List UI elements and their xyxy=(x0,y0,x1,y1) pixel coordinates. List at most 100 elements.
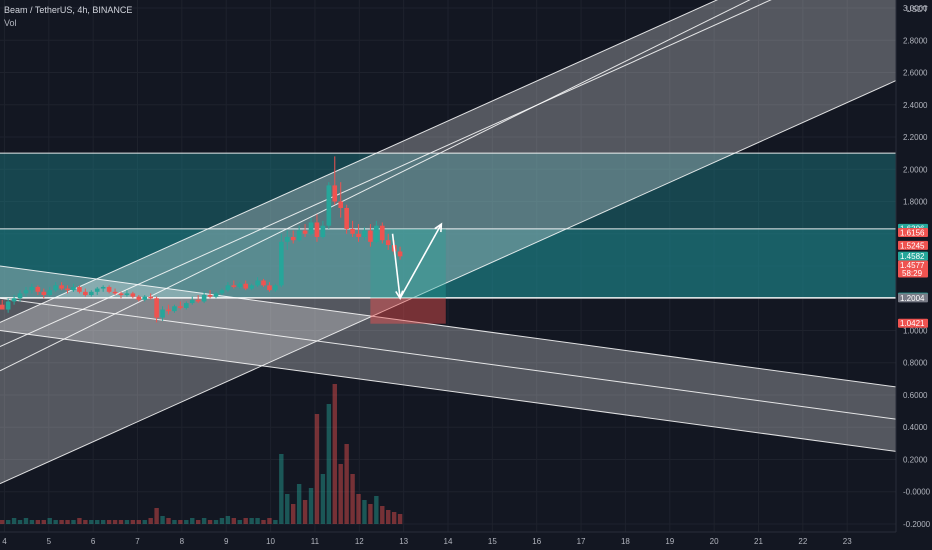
x-tick-label: 17 xyxy=(577,537,586,546)
candle-body xyxy=(344,207,349,229)
volume-bar xyxy=(314,414,320,524)
y-tick-label: 1.8000 xyxy=(903,198,928,207)
candle-body xyxy=(166,309,171,312)
volume-bar xyxy=(11,518,17,524)
volume-bar xyxy=(195,520,201,524)
candle-body xyxy=(106,286,112,292)
volume-bar xyxy=(332,384,337,524)
channel-line xyxy=(0,329,897,452)
volume-bar xyxy=(71,520,76,524)
y-tick-label: -0.2000 xyxy=(903,520,931,529)
candle-body xyxy=(255,280,260,286)
volume-bar xyxy=(89,520,94,524)
candle-body xyxy=(231,285,237,287)
price-badge xyxy=(898,260,928,278)
volume-bar xyxy=(95,520,100,524)
volume-bar xyxy=(148,518,153,524)
candle-body xyxy=(100,286,106,289)
y-tick-label: 0.6000 xyxy=(903,391,928,400)
x-tick-label: 16 xyxy=(532,537,541,546)
volume-bar xyxy=(243,518,248,524)
candle-body xyxy=(118,293,124,296)
volume-bar xyxy=(47,518,52,524)
projection-arrow xyxy=(399,223,443,299)
x-tick-label: 18 xyxy=(621,537,630,546)
candle-body xyxy=(65,288,70,291)
volume-bar xyxy=(106,520,112,524)
price-badge xyxy=(898,227,928,237)
candle-body xyxy=(237,283,243,287)
volume-bar xyxy=(59,520,64,524)
volume-bar xyxy=(77,518,82,524)
volume-bar xyxy=(41,520,46,524)
candle-body xyxy=(279,241,284,286)
x-tick-label: 23 xyxy=(843,537,852,546)
y-tick-label: 0.4000 xyxy=(903,423,928,432)
candle-body xyxy=(41,291,47,296)
volume-bar xyxy=(213,520,219,524)
y-tick-label: 0.2000 xyxy=(903,455,928,464)
time-axis xyxy=(0,532,932,550)
x-tick-label: 8 xyxy=(180,537,185,546)
candle-body xyxy=(160,309,165,318)
countdown-text: 58:29 xyxy=(902,269,923,278)
candle-body xyxy=(362,230,367,237)
volume-bar xyxy=(231,518,237,524)
price-badge xyxy=(898,240,928,250)
volume-bar xyxy=(338,464,343,524)
volume-bar xyxy=(368,504,373,524)
price-badge-text: 1.5245 xyxy=(900,241,925,250)
channel-line xyxy=(0,297,897,420)
y-tick-label: 2.0000 xyxy=(903,165,928,174)
volume-bar xyxy=(23,518,29,524)
x-tick-label: 10 xyxy=(266,537,275,546)
x-tick-label: 14 xyxy=(444,537,453,546)
candle-body xyxy=(17,293,23,299)
x-tick-label: 19 xyxy=(665,537,674,546)
volume-bar xyxy=(0,520,5,524)
y-tick-label: 1.0000 xyxy=(903,326,928,335)
candle-body xyxy=(136,296,142,300)
channel-line xyxy=(0,265,897,388)
volume-bar xyxy=(172,520,177,524)
volume-bar xyxy=(344,444,349,524)
volume-bar xyxy=(35,520,41,524)
volume-bar xyxy=(279,454,284,524)
candle-body xyxy=(267,285,272,291)
x-tick-label: 7 xyxy=(135,537,140,546)
candle-body xyxy=(53,285,58,291)
candle-body xyxy=(35,286,41,292)
position-target-zone xyxy=(370,228,446,299)
volume-bar xyxy=(267,518,272,524)
candle-body xyxy=(350,228,355,234)
candle-body xyxy=(379,225,385,241)
volume-bar xyxy=(356,494,361,524)
x-tick-label: 9 xyxy=(224,537,229,546)
candle-body xyxy=(47,290,53,296)
candle-body xyxy=(59,285,64,289)
x-tick-label: 21 xyxy=(754,537,763,546)
candle-body xyxy=(29,286,35,291)
currency-label: USDT xyxy=(906,5,928,14)
y-tick-label: 2.2000 xyxy=(903,133,928,142)
volume-bar xyxy=(397,514,403,524)
y-tick-label: -0.0000 xyxy=(903,488,931,497)
symbol-title: Beam / TetherUS, 4h, BINANCE xyxy=(4,5,133,15)
volume-bar xyxy=(154,508,159,524)
candle-body xyxy=(184,303,189,308)
volume-bar xyxy=(136,520,142,524)
volume-bar xyxy=(178,520,183,524)
candle-body xyxy=(83,291,88,296)
candle-body xyxy=(326,185,332,226)
candle-body xyxy=(290,236,296,241)
candle-body xyxy=(213,293,219,297)
candle-body xyxy=(130,293,136,297)
volume-bar xyxy=(302,500,308,524)
volume-bar xyxy=(320,474,326,524)
volume-bar xyxy=(374,496,379,524)
candle-body xyxy=(124,293,130,296)
x-tick-label: 11 xyxy=(311,537,320,546)
candle-body xyxy=(154,298,159,318)
